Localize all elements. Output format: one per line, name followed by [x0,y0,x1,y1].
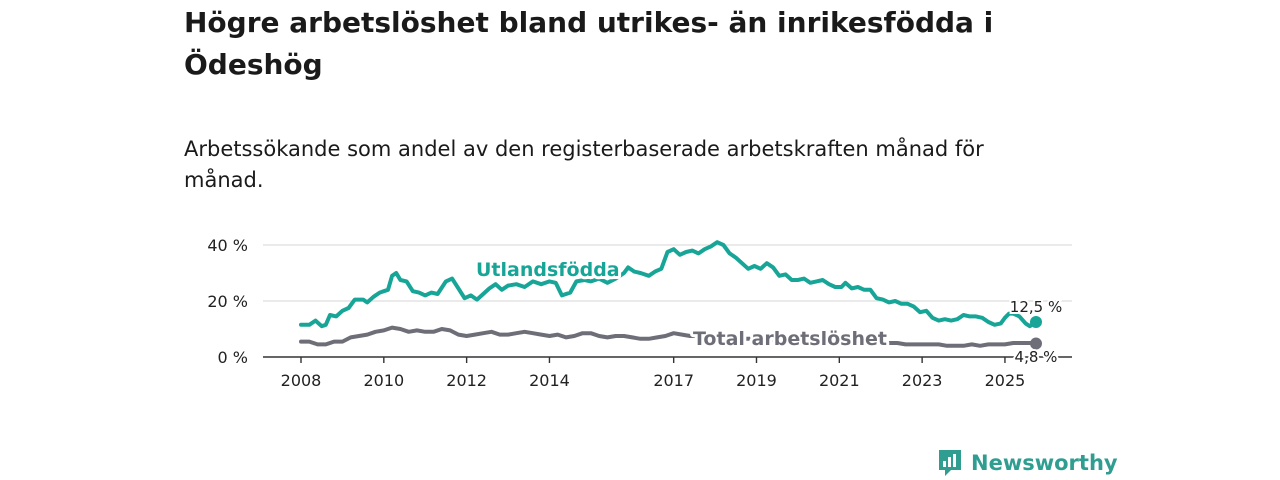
chart-subtitle: Arbetssökande som andel av den registerb… [184,137,984,192]
y-tick-label: 40 % [207,236,248,255]
newsworthy-brand: Newsworthy [937,448,1118,478]
label-layer: Utlandsfödda Total arbetslöshet 12,5 % 4,8 … [473,256,1064,368]
brand-name: Newsworthy [971,451,1118,475]
end-value-utlandsfodda: 12,5 % [1010,298,1062,316]
newsworthy-logo-icon [939,450,961,476]
x-tick-label: 2023 [902,371,943,390]
x-tick-label: 2008 [281,371,322,390]
end-value-total: 4,8 % [1015,348,1058,366]
x-tick-label: 2014 [529,371,570,390]
total-arbetsloshet-line [299,325,1038,348]
x-tick-label: 2021 [819,371,860,390]
x-tick-label: 2010 [363,371,404,390]
utlandsfodda-end-point [1030,316,1042,328]
x-tick-label: 2012 [446,371,487,390]
axis-layer: 0 % 20 % 40 % 2008 2010 2012 2014 2017 2019 2021 2… [207,236,1072,390]
x-tick-label: 2019 [736,371,777,390]
series-layer [299,240,1042,350]
x-tick-label: 2017 [653,371,694,390]
series-label-utlandsfodda: Utlandsfödda [476,259,620,281]
chart-title: Högre arbetslöshet bland utrikes- än inr… [184,6,994,81]
y-tick-label: 20 % [207,292,248,311]
series-label-total: Total arbetslöshet [693,328,887,350]
grid-layer [263,244,1072,302]
utlandsfodda-line [299,240,1038,329]
x-tick-label: 2025 [985,371,1026,390]
y-tick-label: 0 % [218,348,248,367]
total-arbetsloshet-end-point [1030,337,1042,350]
